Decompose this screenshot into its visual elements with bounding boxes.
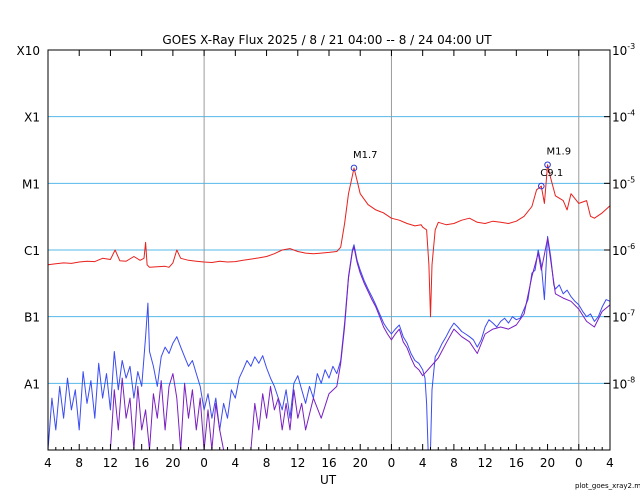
x-tick-label: 12 xyxy=(103,456,118,470)
class-label-b1: B1 xyxy=(24,311,40,325)
x-tick-label: 4 xyxy=(606,456,614,470)
class-label-c1: C1 xyxy=(24,244,40,258)
x-tick-label: 12 xyxy=(290,456,305,470)
class-label-m1: M1 xyxy=(22,177,40,191)
x-tick-label: 8 xyxy=(75,456,83,470)
series-line-long xyxy=(47,164,611,318)
x-tick-label: 20 xyxy=(165,456,180,470)
flare-label: M1.9 xyxy=(547,147,572,158)
x-tick-label: 20 xyxy=(540,456,555,470)
x-tick-label: 8 xyxy=(450,456,458,470)
flare-label: M1.7 xyxy=(353,150,378,161)
x-tick-label: 0 xyxy=(388,456,396,470)
x-tick-label: 4 xyxy=(44,456,52,470)
class-label-x10: X10 xyxy=(17,44,41,58)
flux-tick-label: 10-4 xyxy=(612,109,635,125)
flare-marker xyxy=(544,161,551,169)
x-tick-label: 16 xyxy=(134,456,149,470)
x-tick-label: 8 xyxy=(263,456,271,470)
chart-title: GOES X-Ray Flux 2025 / 8 / 21 04:00 -- 8… xyxy=(162,33,492,47)
flux-tick-label: 10-6 xyxy=(612,242,635,258)
x-tick-label: 0 xyxy=(575,456,583,470)
x-tick-label: 4 xyxy=(232,456,240,470)
x-tick-label: 20 xyxy=(353,456,368,470)
flare-marker xyxy=(350,164,358,172)
flux-tick-label: 10-8 xyxy=(612,375,635,391)
flux-tick-label: 10-3 xyxy=(612,42,635,58)
x-tick-label: 16 xyxy=(509,456,524,470)
series-line-short xyxy=(47,235,611,451)
flare-marker xyxy=(538,182,545,190)
axis-layer: X10 X1 M1 C1 B1 A1 10-3 10-4 10-5 10-6 10-7 10-8 4 8 1… xyxy=(17,42,636,470)
x-tick-label: 12 xyxy=(477,456,492,470)
series-layer xyxy=(47,164,611,451)
flux-tick-label: 10-5 xyxy=(612,175,635,191)
class-label-x1: X1 xyxy=(24,111,40,125)
x-axis-label: UT xyxy=(320,473,337,487)
flare-markers: M1.7 C9.1 M1.9 xyxy=(350,147,572,190)
plot-credit: plot_goes_xray2.m xyxy=(575,482,640,490)
x-tick-label: 4 xyxy=(419,456,427,470)
series-line-short-secondary xyxy=(109,237,611,451)
flare-label: C9.1 xyxy=(540,168,563,179)
class-label-a1: A1 xyxy=(24,377,40,391)
grid-layer xyxy=(48,50,610,450)
x-tick-label: 0 xyxy=(200,456,208,470)
x-tick-label: 16 xyxy=(321,456,336,470)
flux-tick-label: 10-7 xyxy=(612,309,635,325)
